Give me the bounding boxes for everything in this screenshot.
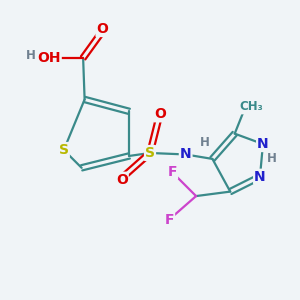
Text: S: S xyxy=(59,143,69,157)
Text: S: S xyxy=(145,146,155,160)
Text: O: O xyxy=(154,107,166,121)
Text: N: N xyxy=(254,170,266,184)
Text: N: N xyxy=(180,148,191,161)
Text: H: H xyxy=(267,152,277,165)
Text: O: O xyxy=(97,22,108,36)
Text: N: N xyxy=(257,137,269,151)
Text: H: H xyxy=(26,49,36,62)
Text: OH: OH xyxy=(37,51,61,65)
Text: F: F xyxy=(165,213,174,227)
Text: CH₃: CH₃ xyxy=(239,100,263,113)
Text: H: H xyxy=(200,136,210,149)
Text: F: F xyxy=(167,165,177,179)
Text: O: O xyxy=(116,173,128,187)
